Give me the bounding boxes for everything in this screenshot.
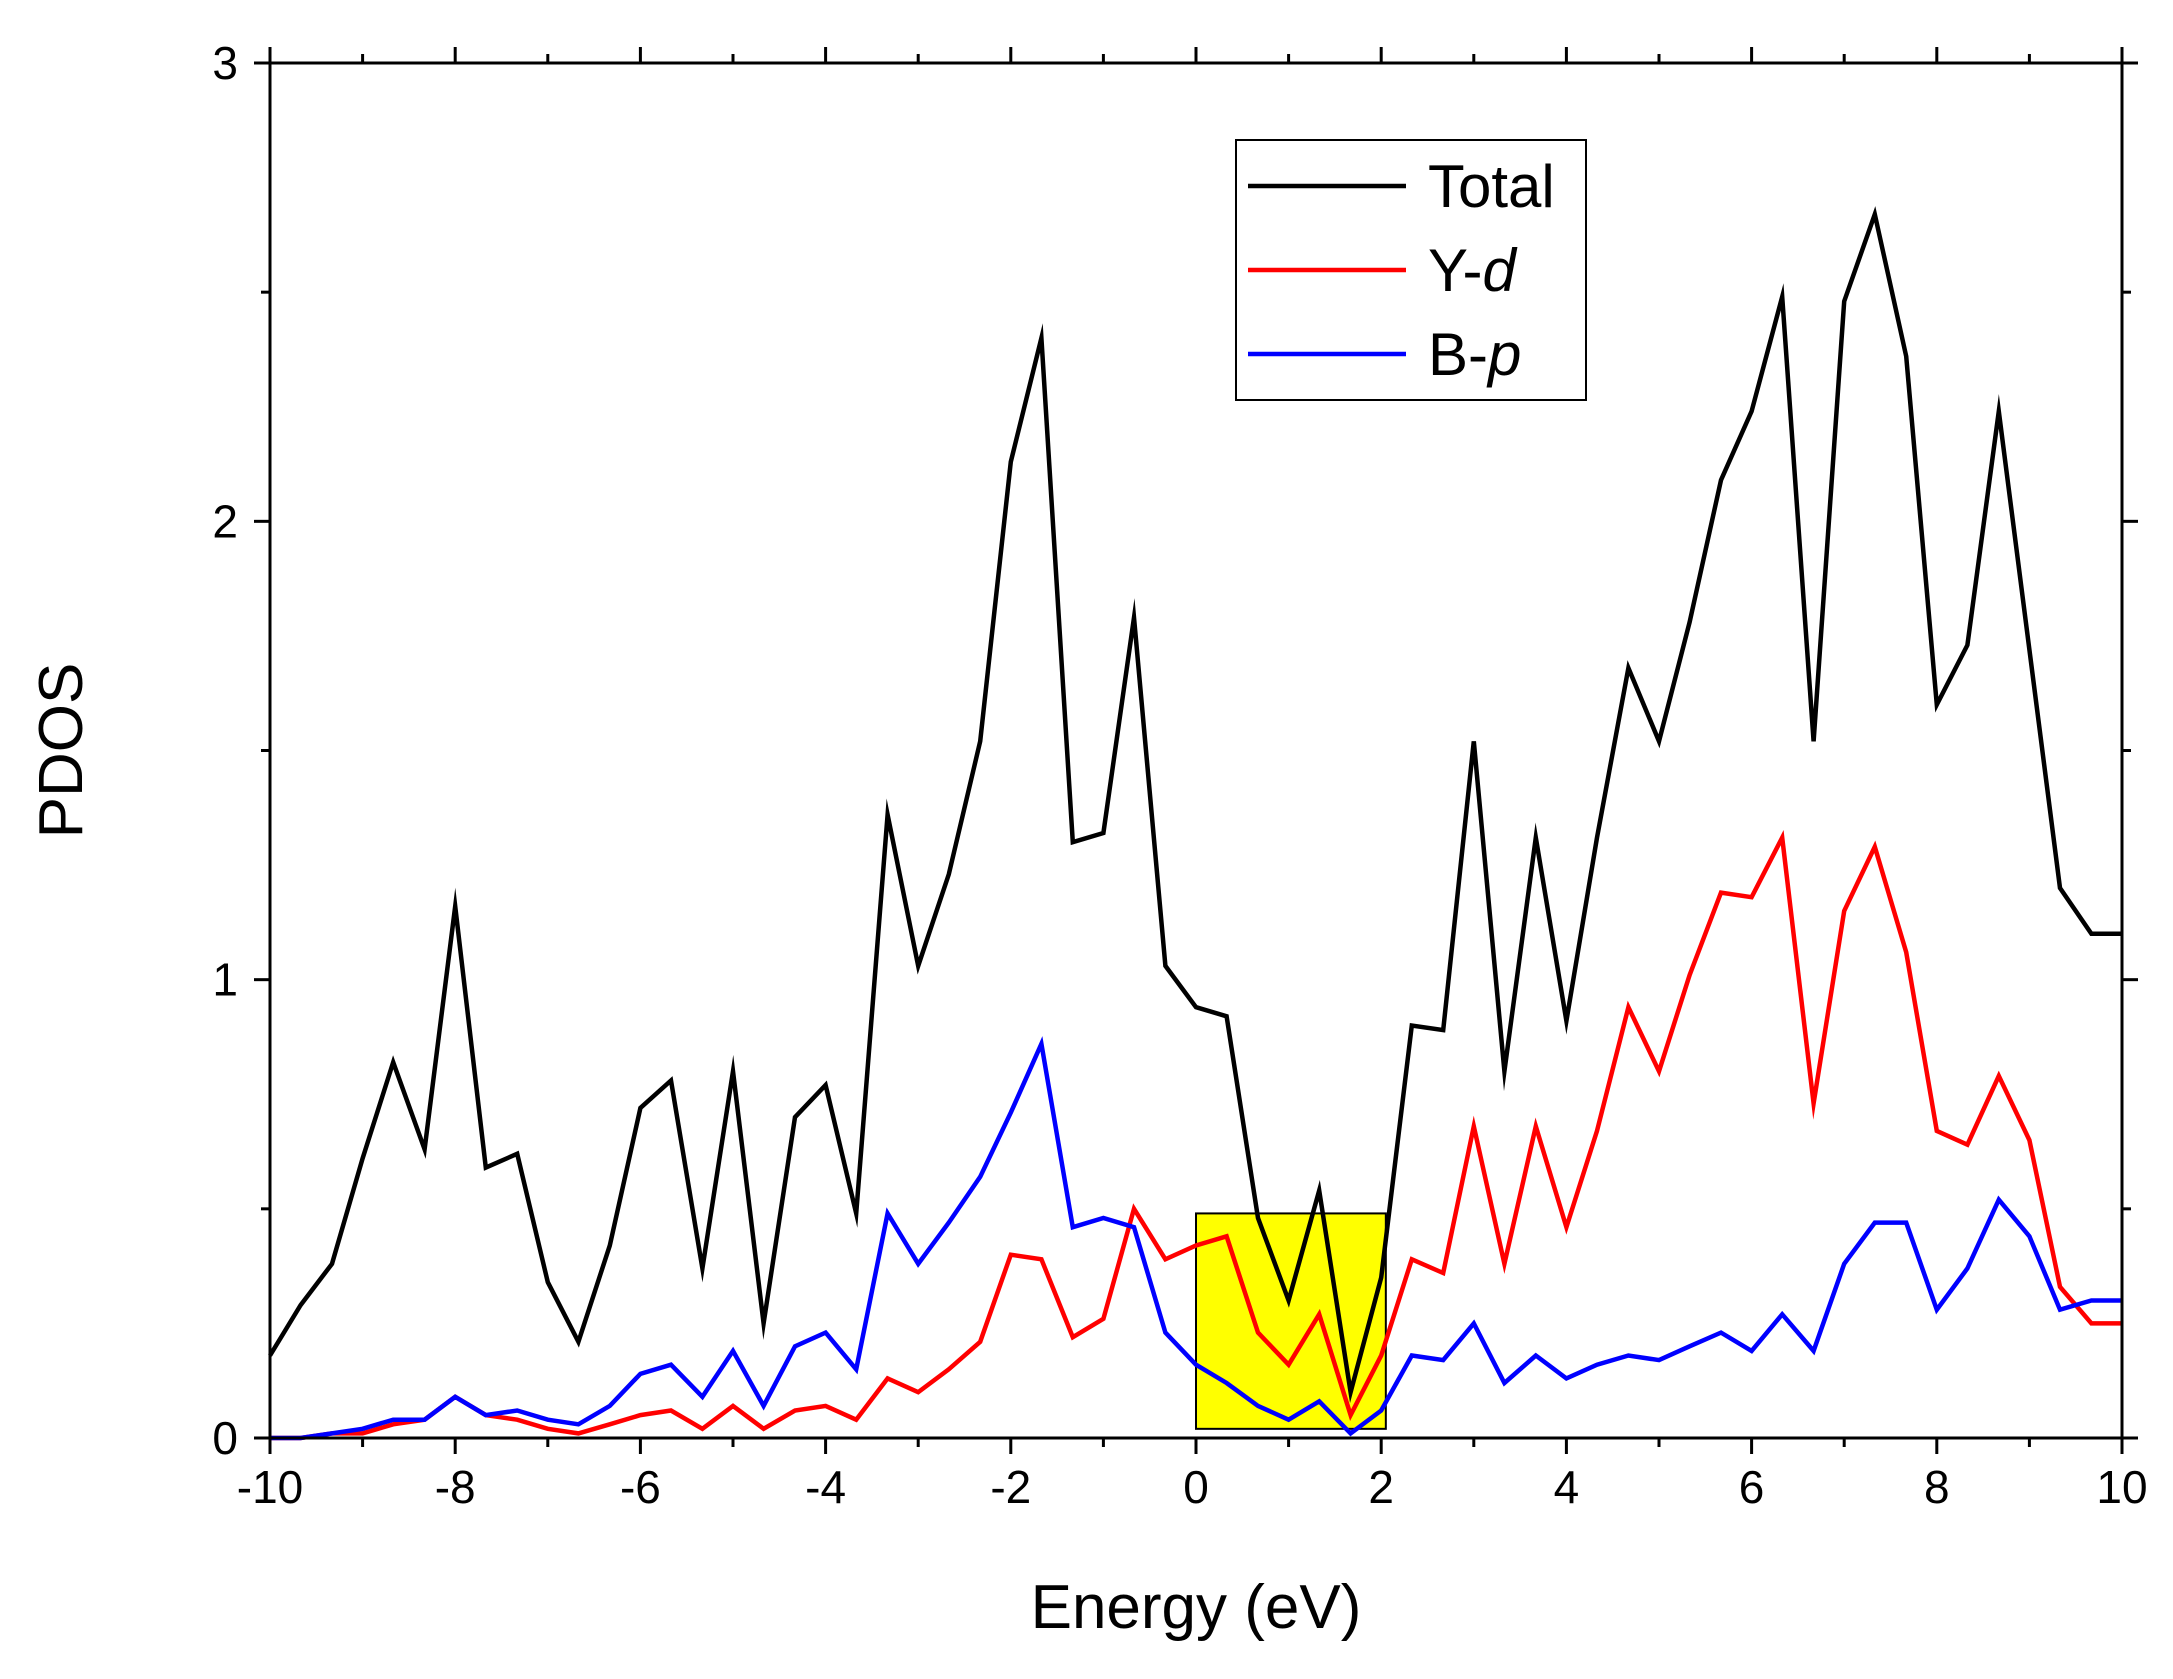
legend-label: Total: [1428, 153, 1555, 220]
x-tick-label: -2: [990, 1461, 1031, 1513]
legend: Total Y-d B-p: [1235, 139, 1587, 401]
series-line-b-p: [270, 1036, 2122, 1441]
x-tick-label: -6: [620, 1461, 661, 1513]
x-tick-label: 8: [1924, 1461, 1950, 1513]
x-tick-label: 10: [2096, 1461, 2147, 1513]
x-axis-title: Energy (eV): [1031, 1573, 1362, 1642]
x-tick-label: -4: [805, 1461, 846, 1513]
y-axis-title: PDOS: [27, 663, 96, 839]
x-tick-label: -10: [237, 1461, 303, 1513]
x-tick-label: 2: [1368, 1461, 1394, 1513]
highlight-region: [1195, 1212, 1387, 1430]
x-tick-label: 6: [1739, 1461, 1765, 1513]
y-tick-label: 0: [212, 1412, 238, 1464]
y-tick-label: 3: [212, 37, 238, 89]
y-tick-label: 2: [212, 495, 238, 547]
legend-label: B-p: [1428, 321, 1521, 388]
x-tick-label: 0: [1183, 1461, 1209, 1513]
series-line-y-d: [270, 830, 2122, 1441]
y-tick-label: 1: [212, 954, 238, 1006]
x-tick-label: 4: [1554, 1461, 1580, 1513]
x-tick-label: -8: [435, 1461, 476, 1513]
legend-label: Y-d: [1428, 237, 1518, 304]
series-line-total: [268, 206, 2122, 1404]
